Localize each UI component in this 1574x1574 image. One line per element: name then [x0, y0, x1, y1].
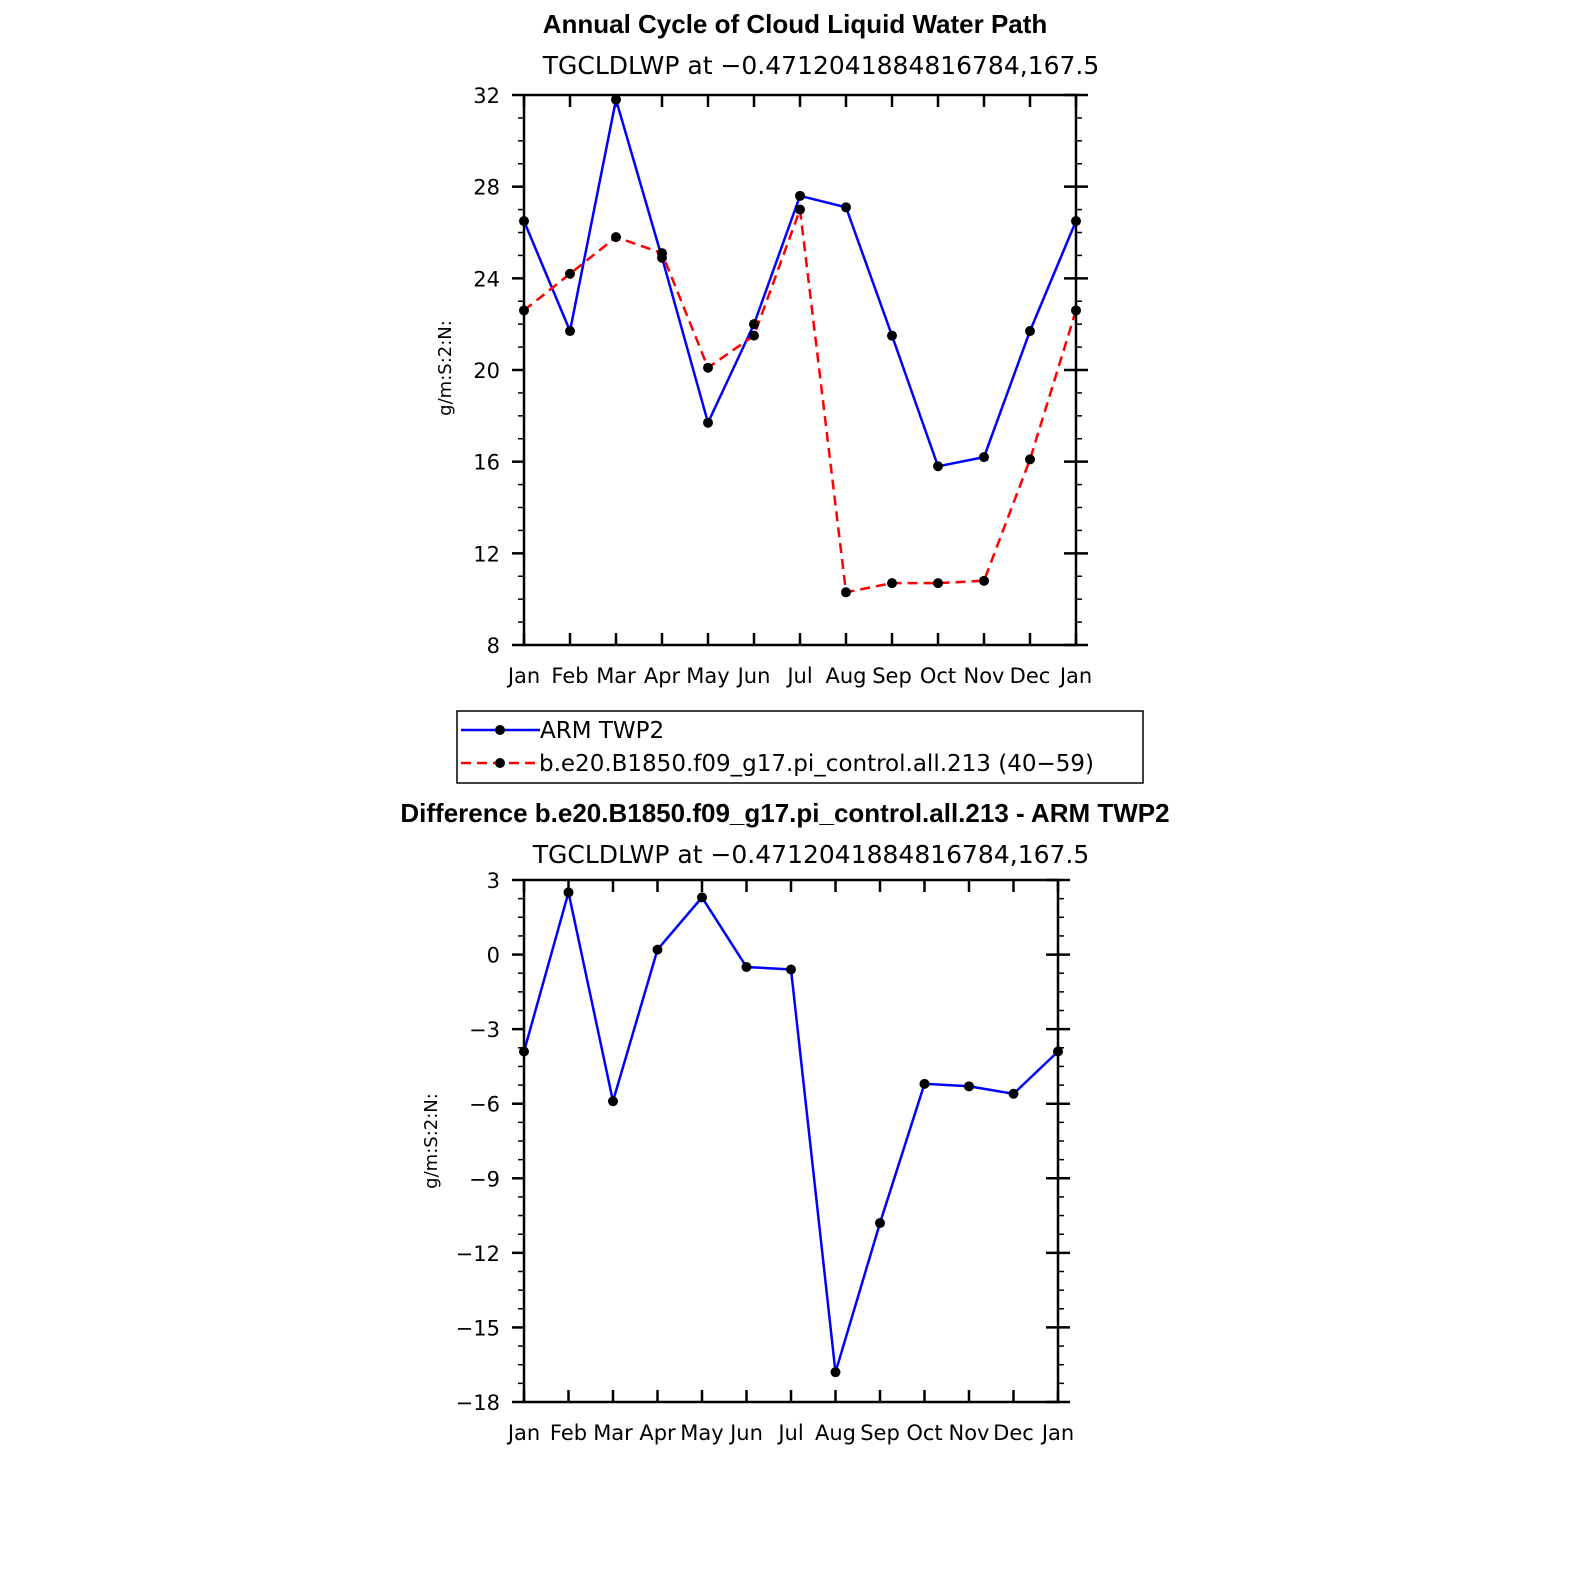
chart1-xtick-label: Feb — [551, 664, 588, 688]
chart2-xtick-label: Nov — [949, 1421, 990, 1445]
chart1-ytick-label: 24 — [473, 267, 500, 291]
chart2-xtick-label: Feb — [550, 1421, 587, 1445]
chart1-data-point — [933, 578, 943, 589]
chart2-subtitle: TGCLDLWP at −0.4712041884816784,167.5 — [532, 840, 1090, 869]
chart2-xtick-label: Jun — [728, 1421, 763, 1445]
legend: ARM TWP2 b.e20.B1850.f09_g17.pi_control.… — [456, 710, 1144, 784]
chart2-ytick-label: −3 — [469, 1018, 500, 1042]
chart2-xtick-label: Mar — [593, 1421, 633, 1445]
chart2-data-point — [786, 964, 796, 975]
difference-chart: Difference b.e20.B1850.f09_g17.pi_contro… — [400, 798, 1169, 1445]
chart1-data-point — [841, 587, 851, 598]
chart1-data-point — [749, 319, 759, 330]
chart1-xtick-label: Dec — [1010, 664, 1051, 688]
chart1-series — [519, 94, 1081, 598]
chart1-data-point — [565, 326, 575, 337]
chart2-series-line-0 — [522, 892, 1059, 1373]
chart1-data-point — [887, 578, 897, 589]
chart1-ticks: Jan Feb Mar Apr May Jun Jul Aug Sep Oct Nov Dec Jan8… — [473, 84, 1092, 688]
chart1-data-point — [887, 330, 897, 341]
chart2-data-point — [563, 887, 574, 898]
chart2-xtick-label: Jul — [776, 1421, 803, 1445]
chart1-ytick-label: 8 — [487, 634, 500, 658]
chart1-xtick-label: Mar — [596, 664, 636, 688]
chart1-xtick-label: Aug — [825, 664, 866, 688]
chart1-xtick-label: Jan — [1058, 664, 1092, 688]
chart1-xtick-label: Nov — [964, 664, 1005, 688]
chart2-xtick-label: Jan — [506, 1421, 540, 1445]
chart2-data-point — [652, 944, 663, 955]
chart2-ytick-label: 0 — [487, 944, 500, 968]
annual-cycle-chart: Annual Cycle of Cloud Liquid Water Path … — [435, 9, 1144, 784]
chart1-series-line-0 — [522, 99, 1078, 468]
chart2-xtick-label: Oct — [906, 1421, 942, 1445]
chart1-data-point — [703, 362, 713, 373]
chart2-data-point — [875, 1218, 885, 1229]
chart1-data-point — [933, 461, 943, 472]
chart2-data-point — [1008, 1088, 1019, 1099]
chart2-xtick-label: May — [680, 1421, 723, 1445]
legend-label-arm: ARM TWP2 — [540, 718, 664, 744]
chart1-xtick-label: Oct — [920, 664, 956, 688]
chart1-ylabel: g/m:S:2:N: — [435, 320, 456, 416]
chart2-xtick-label: Jan — [1040, 1421, 1074, 1445]
chart2-data-point — [964, 1081, 974, 1092]
chart2-ytick-label: −18 — [456, 1391, 500, 1415]
chart1-data-point — [795, 204, 805, 215]
chart1-xtick-label: Jul — [785, 664, 812, 688]
chart1-data-point — [565, 268, 575, 279]
chart2-xtick-label: Dec — [993, 1421, 1034, 1445]
legend-marker-model — [495, 758, 505, 768]
chart1-ytick-label: 32 — [473, 84, 500, 108]
chart1-data-point — [657, 248, 667, 259]
chart1-data-point — [979, 575, 989, 586]
chart1-ytick-label: 28 — [473, 176, 500, 200]
chart2-series — [519, 887, 1063, 1378]
chart1-xtick-label: Jun — [736, 664, 771, 688]
chart2-ylabel: g/m:S:2:N: — [421, 1093, 442, 1189]
chart2-title: Difference b.e20.B1850.f09_g17.pi_contro… — [400, 798, 1169, 828]
chart2-data-point — [741, 962, 752, 972]
chart2-ytick-label: −6 — [469, 1093, 500, 1117]
chart2-xtick-label: Aug — [815, 1421, 856, 1445]
chart1-plot-frame — [522, 93, 1078, 647]
chart1-title: Annual Cycle of Cloud Liquid Water Path — [543, 9, 1048, 39]
chart1-ytick-label: 20 — [473, 359, 500, 383]
chart1-xtick-label: Apr — [644, 664, 681, 688]
chart2-data-point — [830, 1367, 841, 1378]
chart1-data-point — [611, 232, 621, 243]
legend-box — [456, 710, 1144, 784]
chart2-ytick-label: 3 — [487, 869, 500, 893]
chart2-xtick-label: Sep — [860, 1421, 900, 1445]
chart1-data-point — [795, 190, 805, 201]
chart2-ticks: Jan Feb Mar Apr May Jun Jul Aug Sep Oct Nov Dec Jan−… — [456, 869, 1075, 1445]
chart2-ytick-label: −12 — [456, 1242, 500, 1266]
chart1-data-point — [611, 94, 621, 105]
chart1-xtick-label: Sep — [872, 664, 912, 688]
chart2-plot-frame — [522, 878, 1060, 1404]
chart2-data-point — [608, 1096, 618, 1107]
chart1-data-point — [703, 417, 713, 428]
chart1-series-line-1 — [523, 209, 1078, 594]
chart2-xtick-label: Apr — [639, 1421, 676, 1445]
legend-marker-arm — [495, 725, 505, 735]
chart1-data-point — [841, 202, 851, 213]
chart2-data-point — [697, 892, 707, 903]
chart2-ytick-label: −9 — [469, 1167, 500, 1191]
chart1-xtick-label: May — [686, 664, 729, 688]
chart1-ytick-label: 16 — [473, 451, 500, 475]
chart1-xtick-label: Jan — [506, 664, 540, 688]
chart1-data-point — [1025, 326, 1035, 337]
chart2-data-point — [919, 1078, 930, 1089]
chart1-subtitle: TGCLDLWP at −0.4712041884816784,167.5 — [542, 51, 1100, 80]
chart1-data-point — [979, 452, 989, 463]
legend-label-model: b.e20.B1850.f09_g17.pi_control.all.213 (… — [539, 751, 1094, 777]
chart2-ytick-label: −15 — [456, 1316, 500, 1340]
chart1-ytick-label: 12 — [473, 542, 500, 566]
chart1-data-point — [1025, 454, 1035, 465]
chart1-data-point — [749, 330, 759, 341]
